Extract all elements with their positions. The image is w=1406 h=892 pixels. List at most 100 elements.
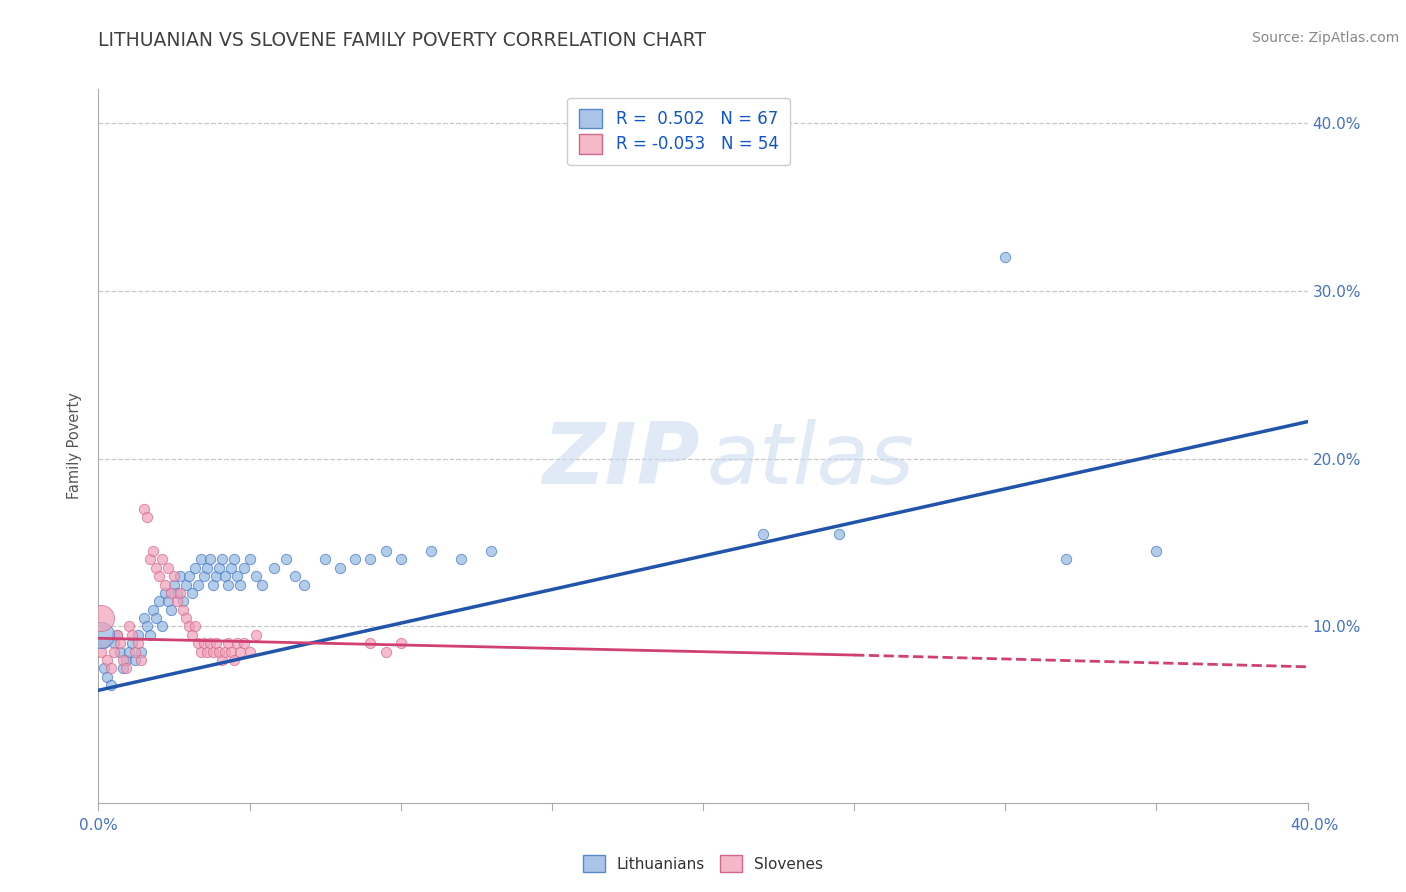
Point (90, 645, 112, 659)
Point (156, 560, 179, 574)
Point (103, 645, 125, 659)
Point (121, 636, 143, 650)
Point (752, 527, 775, 541)
Point (450, 552, 472, 566)
Point (214, 645, 236, 659)
Point (314, 552, 336, 566)
Point (90, 628, 112, 642)
Point (166, 594, 188, 608)
Text: atlas: atlas (707, 418, 915, 502)
Point (132, 502, 155, 516)
Point (96, 670, 118, 684)
Y-axis label: Family Poverty: Family Poverty (67, 392, 83, 500)
Point (245, 569, 267, 583)
Point (124, 645, 146, 659)
Point (111, 661, 134, 675)
Point (181, 628, 204, 642)
Point (169, 569, 191, 583)
Point (142, 544, 165, 558)
Point (263, 560, 285, 574)
Point (481, 544, 503, 558)
Point (142, 603, 165, 617)
Text: 40.0%: 40.0% (1291, 818, 1339, 832)
Point (129, 645, 152, 659)
Point (374, 544, 396, 558)
Point (195, 560, 218, 574)
Point (1054, 552, 1077, 566)
Point (187, 636, 209, 650)
Legend: Lithuanians, Slovenes: Lithuanians, Slovenes (575, 847, 831, 880)
Point (139, 628, 162, 642)
Point (211, 653, 233, 667)
Point (360, 552, 382, 566)
Point (360, 636, 382, 650)
Point (329, 560, 352, 574)
Point (389, 636, 412, 650)
Point (217, 577, 239, 591)
Point (108, 636, 131, 650)
Point (202, 645, 225, 659)
Point (148, 594, 170, 608)
Point (200, 552, 222, 566)
Point (148, 569, 170, 583)
Point (193, 569, 215, 583)
Point (124, 653, 146, 667)
Point (93, 636, 115, 650)
Point (114, 653, 136, 667)
Point (118, 645, 141, 659)
Point (163, 577, 186, 591)
Text: 0.0%: 0.0% (79, 818, 118, 832)
Point (184, 560, 207, 574)
Point (103, 636, 125, 650)
Point (132, 611, 155, 625)
Point (274, 552, 297, 566)
Point (184, 619, 207, 633)
Point (100, 678, 122, 692)
Point (239, 645, 262, 659)
Point (153, 586, 176, 600)
Point (211, 552, 233, 566)
Point (344, 552, 367, 566)
Point (100, 661, 122, 675)
Point (145, 560, 167, 574)
Legend: R =  0.502   N = 67, R = -0.053   N = 54: R = 0.502 N = 67, R = -0.053 N = 54 (568, 97, 790, 165)
Point (202, 577, 225, 591)
Point (200, 636, 222, 650)
Point (172, 594, 194, 608)
Point (105, 628, 128, 642)
Point (226, 569, 249, 583)
Point (156, 594, 179, 608)
Point (129, 653, 152, 667)
Point (139, 552, 162, 566)
Point (108, 645, 131, 659)
Point (105, 628, 128, 642)
Point (389, 552, 412, 566)
Point (179, 619, 201, 633)
Point (160, 586, 183, 600)
Point (221, 560, 243, 574)
Point (187, 577, 209, 591)
Point (179, 569, 201, 583)
Point (150, 619, 173, 633)
Point (205, 569, 228, 583)
Point (174, 577, 197, 591)
Point (127, 636, 149, 650)
Point (93, 661, 115, 675)
Point (205, 636, 228, 650)
Text: LITHUANIAN VS SLOVENE FAMILY POVERTY CORRELATION CHART: LITHUANIAN VS SLOVENE FAMILY POVERTY COR… (98, 31, 706, 50)
Point (135, 619, 157, 633)
Point (232, 560, 254, 574)
Point (208, 560, 231, 574)
Point (114, 661, 136, 675)
Point (214, 569, 236, 583)
Point (250, 577, 273, 591)
Point (284, 569, 307, 583)
Point (828, 527, 851, 541)
Point (127, 628, 149, 642)
Point (239, 552, 262, 566)
Point (118, 619, 141, 633)
Point (224, 653, 246, 667)
Point (96, 653, 118, 667)
Point (229, 645, 252, 659)
Point (172, 603, 194, 617)
